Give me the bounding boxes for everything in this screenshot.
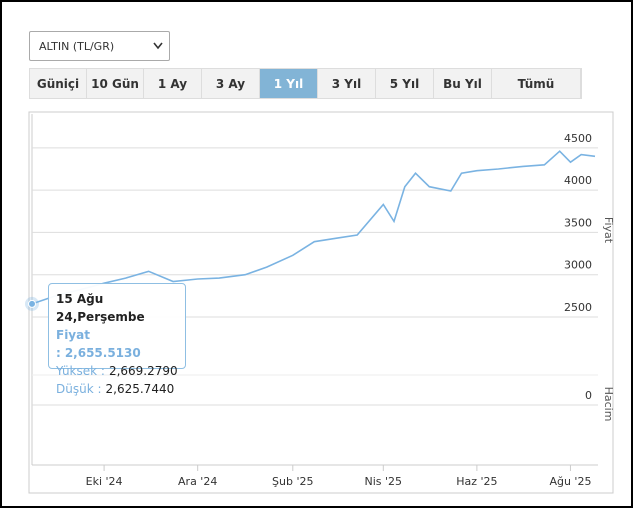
x-tick-label: Eki '24 <box>86 475 123 488</box>
range-tab[interactable]: Tümü <box>492 69 581 98</box>
y-tick-label: 2500 <box>564 301 592 314</box>
range-tabs: Güniçi 10 Gün 1 Ay 3 Ay 1 Yıl 3 Yıl 5 Yıl Bu Yı… <box>29 68 582 99</box>
y-axis-label: Fiyat <box>602 217 615 244</box>
x-tick-label: Nis '25 <box>365 475 403 488</box>
tooltip-label: Düşük : <box>56 382 102 396</box>
tooltip-row: Düşük :2,625.7440 <box>56 380 178 398</box>
tooltip-row: Yüksek :2,669.2790 <box>56 362 178 380</box>
range-tab[interactable]: 5 Yıl <box>376 69 434 98</box>
range-tab[interactable]: 1 Ay <box>144 69 202 98</box>
y-tick-label: 0 <box>585 389 592 402</box>
y-tick-label: 4000 <box>564 174 592 187</box>
price-line <box>31 150 596 305</box>
range-tab[interactable]: 3 Yıl <box>318 69 376 98</box>
range-tab[interactable]: Bu Yıl <box>434 69 492 98</box>
x-tick-label: Ağu '25 <box>549 475 591 488</box>
hover-point <box>28 299 36 308</box>
tooltip-value: 2,625.7440 <box>105 382 175 396</box>
range-tab[interactable]: 1 Yıl <box>260 69 318 98</box>
range-tab[interactable]: Güniçi <box>30 69 87 98</box>
y-tick-label: 4500 <box>564 132 592 145</box>
x-tick-label: Haz '25 <box>456 475 497 488</box>
caret <box>153 42 163 50</box>
tooltip-title: 15 Ağu 24,Perşembe <box>56 292 145 324</box>
tooltip-label: Fiyat : <box>56 328 90 360</box>
range-tab[interactable]: 3 Ay <box>202 69 260 98</box>
tooltip-value: 2,669.2790 <box>108 364 178 378</box>
x-tick-label: Şub '25 <box>272 475 313 488</box>
x-tick-label: Ara '24 <box>178 475 217 488</box>
instrument: ALTIN (TL/GR) <box>39 40 115 53</box>
tooltip-label: Yüksek : <box>56 364 105 378</box>
range-tab[interactable]: 10 Gün <box>87 69 144 98</box>
y-tick-label: 3000 <box>564 259 592 272</box>
tooltip-row: Fiyat :2,655.5130 <box>56 326 178 362</box>
tooltip: 15 Ağu 24,Perşembe Fiyat :2,655.5130 Yükse… <box>48 283 186 396</box>
y-tick-label: 3500 <box>564 216 592 229</box>
volume-axis-label: Hacim <box>602 387 615 422</box>
tooltip-value: 2,655.5130 <box>64 346 141 360</box>
instrument-select[interactable]: ALTIN (TL/GR) <box>29 31 170 61</box>
